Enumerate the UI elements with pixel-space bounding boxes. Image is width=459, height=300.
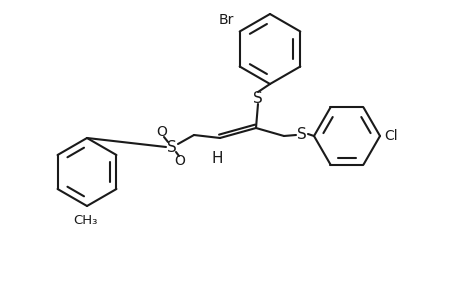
Text: Cl: Cl xyxy=(383,129,397,143)
Text: H: H xyxy=(211,151,222,166)
Text: S: S xyxy=(252,91,262,106)
Text: S: S xyxy=(167,140,177,154)
Text: S: S xyxy=(297,127,306,142)
Text: O: O xyxy=(156,125,167,139)
Text: Br: Br xyxy=(218,13,233,26)
Text: O: O xyxy=(174,154,185,168)
Text: CH₃: CH₃ xyxy=(73,214,97,227)
